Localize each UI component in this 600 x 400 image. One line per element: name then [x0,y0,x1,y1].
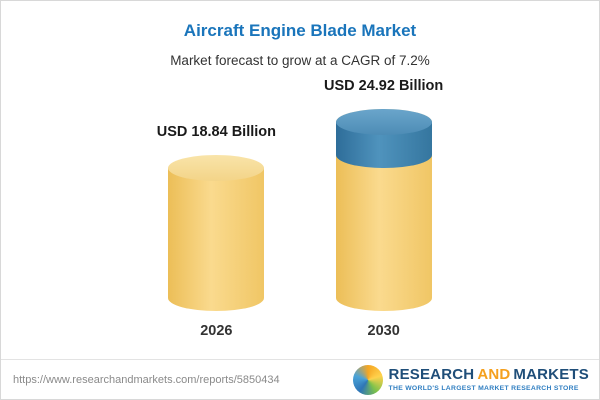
researchandmarkets-logo: RESEARCH AND MARKETS THE WORLD'S LARGEST M… [352,364,589,395]
logo-word-markets: MARKETS [513,365,589,383]
logo-name: RESEARCH AND MARKETS [388,365,589,384]
cylinder-growth-cap-2030 [335,108,432,135]
year-label-2026: 2026 [200,323,233,339]
report-url-link[interactable]: https://www.researchandmarkets.com/repor… [13,373,280,386]
year-label-2030: 2030 [367,323,400,339]
footer: https://www.researchandmarkets.com/repor… [1,359,599,399]
logo-text: RESEARCH AND MARKETS THE WORLD'S LARGEST M… [388,365,589,393]
chart-title: Aircraft Engine Blade Market [183,21,417,40]
chart-subtitle: Market forecast to grow at a CAGR of 7.2… [170,53,430,68]
cylinder-growth-segment-2030 [335,108,432,168]
bar-chart: USD 18.84 Billion 2026 USD 24.92 Billion… [1,78,599,339]
value-label-2026: USD 18.84 Billion [156,123,276,140]
chart-header: Aircraft Engine Blade Market Market fore… [1,1,599,68]
logo-word-research: RESEARCH [388,365,475,383]
value-label-2030: USD 24.92 Billion [324,77,444,94]
cylinder-bar-2030 [335,108,432,311]
logo-tagline: THE WORLD'S LARGEST MARKET RESEARCH STOR… [388,385,579,393]
cylinder-cap-2026 [168,154,265,181]
bar-group-2026: USD 18.84 Billion 2026 [157,124,276,339]
cylinder-bar-2026 [168,154,265,311]
globe-icon [352,364,383,395]
logo-word-and: AND [477,365,511,383]
bar-group-2030: USD 24.92 Billion 2030 [324,78,443,339]
